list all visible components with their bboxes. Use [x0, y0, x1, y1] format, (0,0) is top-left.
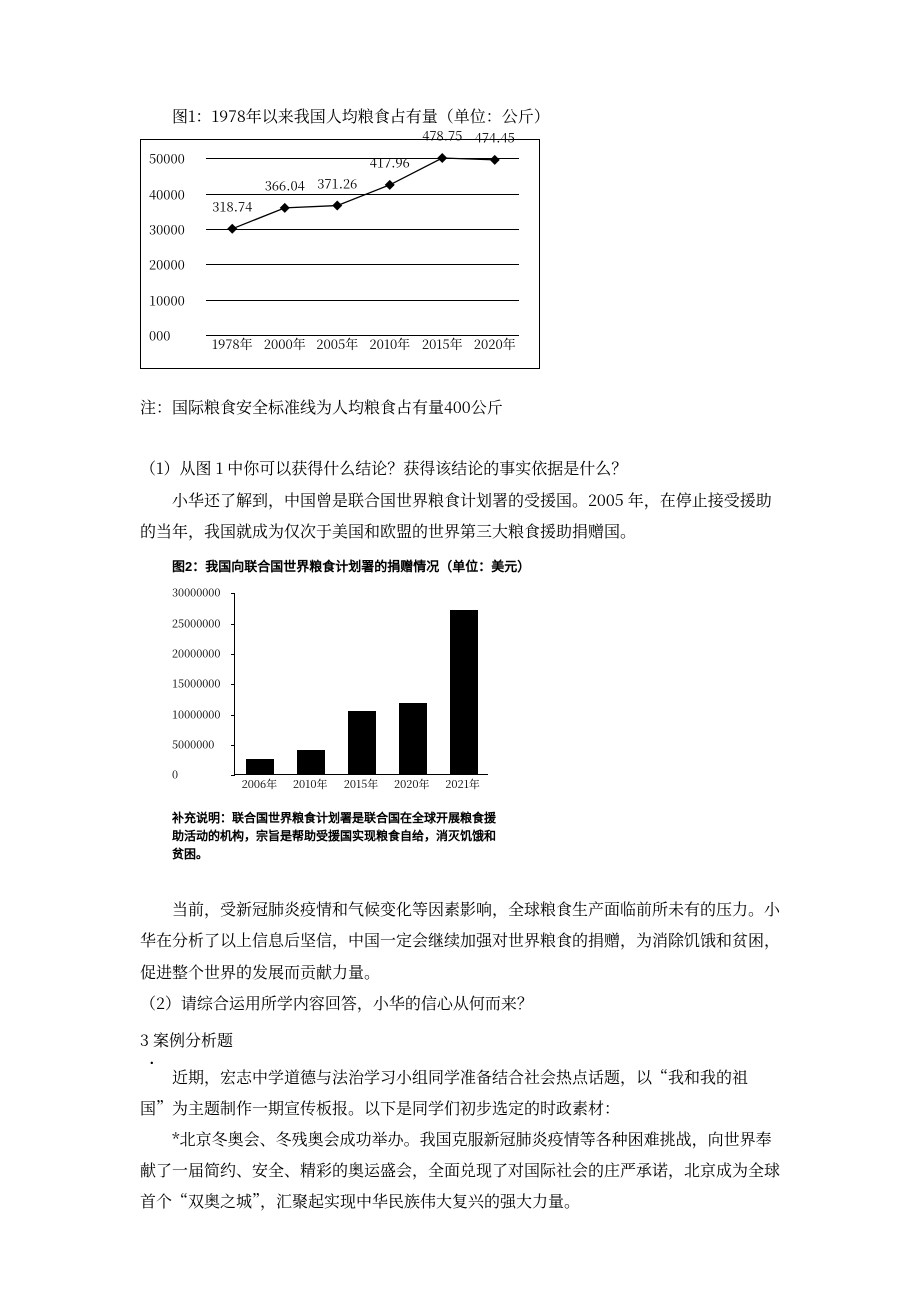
document-page: 图1：1978年以来我国人均粮食占有量（单位：公斤） 0001000020000… — [0, 0, 920, 1302]
chart1-gridline — [206, 264, 519, 265]
chart1-x-tick-label: 2005年 — [316, 331, 358, 356]
chart1: 000 10000 20000 30000 40000 50000 1978年 2000年 20… — [140, 139, 540, 369]
chart1-y-tick-label: 000 — [149, 323, 170, 348]
chart1-y-tick-label: 30000 — [149, 216, 185, 241]
chart2-bar — [399, 703, 427, 775]
chart1-gridline — [206, 194, 519, 195]
chart2-x-tick-label: 2020年 — [394, 774, 430, 795]
chart2-note: 补充说明：联合国世界粮食计划署是联合国在全球开展粮食援助活动的机构，宗旨是帮助受… — [172, 809, 502, 863]
chart2-plot — [234, 593, 488, 775]
chart2-x-tick-label: 2010年 — [293, 774, 328, 795]
chart2-x-tick-label: 2006年 — [242, 774, 278, 795]
chart2-y-tick-label: 25000000 — [172, 613, 220, 634]
chart2-y-tick-label: 30000000 — [172, 583, 220, 604]
chart1-value-label: 474.45 — [475, 125, 515, 150]
chart2-title: 图2：我国向联合国世界粮食计划署的捐赠情况（单位：美元） — [172, 554, 780, 579]
chart1-x-tick-label: 1978年 — [212, 331, 253, 356]
chart2: 0 5000000 10000000 15000000 20000000 25000000… — [172, 583, 502, 803]
chart1-x-tick-label: 2015年 — [422, 331, 463, 356]
chart1-value-label: 478.75 — [422, 123, 462, 148]
chart1-value-label: 366.04 — [265, 173, 305, 198]
question2-prompt: （2）请综合运用所学内容回答，小华的信心从何而来？ — [140, 987, 780, 1018]
chart2-y-tick-label: 5000000 — [172, 734, 214, 755]
chart1-gridline — [206, 158, 519, 159]
chart1-gridline — [206, 229, 519, 230]
section3-p1: 近期，宏志中学道德与法治学习小组同学准备结合社会热点话题，以“我和我的祖国”为主… — [140, 1061, 780, 1123]
chart1-gridline — [206, 335, 519, 336]
chart1-container: 000 10000 20000 30000 40000 50000 1978年 2000年 20… — [140, 139, 780, 373]
chart1-x-tick-label: 2020年 — [474, 331, 516, 356]
chart1-y-tick-label: 40000 — [149, 181, 185, 206]
chart2-y-tick-label: 15000000 — [172, 674, 220, 695]
chart2-container: 图2：我国向联合国世界粮食计划署的捐赠情况（单位：美元） 0 5000000 100… — [172, 554, 780, 863]
chart2-y-tick — [231, 684, 235, 685]
chart1-x-tick-label: 2000年 — [264, 331, 306, 356]
chart2-y-tick — [231, 715, 235, 716]
chart2-y-tick-label: 10000000 — [172, 704, 220, 725]
chart2-y-tick — [231, 624, 235, 625]
chart1-note: 注：国际粮食安全标准线为人均粮食占有量400公斤 — [140, 391, 780, 422]
chart1-line-svg — [206, 158, 521, 335]
chart2-y-tick-label: 0 — [172, 765, 178, 786]
chart2-y-tick — [231, 593, 235, 594]
section3-p2: *北京冬奥会、冬残奥会成功举办。我国克服新冠肺炎疫情等各种困难挑战，向世界奉献了… — [140, 1123, 780, 1217]
chart2-bar — [348, 711, 376, 775]
chart1-value-label: 417.96 — [370, 150, 410, 175]
chart2-x-tick-label: 2021年 — [445, 774, 480, 795]
chart2-y-tick — [231, 775, 235, 776]
section3-number: 3 — [140, 1028, 149, 1051]
chart2-x-tick-label: 2015年 — [344, 774, 379, 795]
chart1-y-tick-label: 20000 — [149, 252, 185, 277]
chart2-y-tick — [231, 745, 235, 746]
chart1-value-label: 318.74 — [212, 194, 252, 219]
chart2-y-tick — [231, 654, 235, 655]
chart1-y-tick-label: 50000 — [149, 146, 185, 171]
question1-prompt: （1）从图 1 中你可以获得什么结论？获得该结论的事实依据是什么？ — [140, 452, 780, 483]
chart2-y-tick-label: 20000000 — [172, 643, 220, 664]
question1-context: 小华还了解到，中国曾是联合国世界粮食计划署的受援国。2005 年，在停止接受援助… — [140, 484, 780, 546]
chart1-value-label: 371.26 — [317, 170, 357, 195]
chart2-bar — [297, 750, 325, 774]
chart1-y-tick-label: 10000 — [149, 287, 185, 312]
context2-p1: 当前，受新冠肺炎疫情和气候变化等因素影响，全球粮食生产面临前所未有的压力。小华在… — [140, 893, 780, 987]
chart2-bar — [450, 610, 478, 774]
section3-heading: 3 案例分析题 ． — [140, 1024, 780, 1061]
chart1-gridline — [206, 300, 519, 301]
chart2-bar — [246, 759, 274, 774]
chart1-x-tick-label: 2010年 — [369, 331, 410, 356]
